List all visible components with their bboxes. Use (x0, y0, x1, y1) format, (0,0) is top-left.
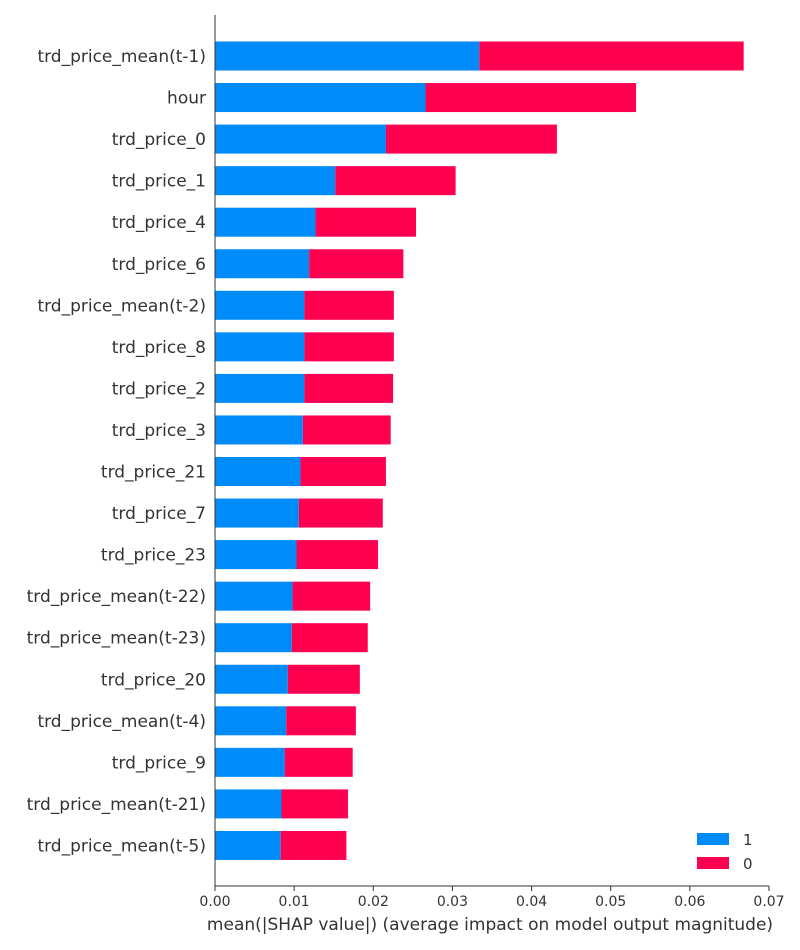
y-tick-label: trd_price_6 (112, 255, 206, 275)
bar-class-1-17 (215, 747, 285, 777)
x-ticks: 0.00 0.01 0.02 0.03 0.04 0.05 0.06 0.07 (199, 886, 785, 910)
x-tick-label: 0.01 (279, 894, 310, 910)
bar-class-1-0 (215, 41, 480, 71)
bar-class-1-5 (215, 249, 310, 279)
y-tick-labels: trd_price_mean(t-1)hour trd_price_0 trd_pr… (27, 47, 206, 856)
bar-class-0-16 (286, 706, 356, 736)
y-tick-label: trd_price_mean(t-2) (37, 296, 206, 316)
bar-class-1-9 (215, 415, 303, 445)
bar-class-1-13 (215, 581, 293, 611)
bar-class-1-3 (215, 166, 336, 196)
y-tick-label: trd_price_7 (112, 504, 206, 524)
bar-class-1-6 (215, 290, 305, 320)
bar-class-0-19 (280, 830, 347, 860)
legend-swatch-1 (697, 833, 729, 845)
bar-class-1-10 (215, 457, 301, 486)
bar-class-0-5 (309, 249, 404, 279)
y-tick-label: trd_price_0 (112, 130, 206, 150)
bar-class-1-11 (215, 498, 299, 528)
y-tick-label: trd_price_20 (101, 670, 206, 690)
legend-label-0: 0 (743, 855, 753, 873)
legend: 10 (697, 831, 753, 873)
bar-class-1-12 (215, 540, 297, 570)
bar-class-0-14 (291, 623, 368, 653)
bar-class-0-9 (302, 415, 391, 445)
y-tick-label: trd_price_1 (112, 172, 206, 192)
x-axis-label: mean(|SHAP value|) (average impact on mo… (207, 915, 773, 935)
legend-swatch-0 (697, 857, 729, 869)
bar-class-1-8 (215, 373, 305, 403)
bar-class-1-15 (215, 664, 288, 694)
y-tick-label: hour (167, 89, 206, 109)
bar-class-0-11 (298, 498, 383, 528)
legend-label-1: 1 (743, 831, 753, 849)
bar-class-1-19 (215, 830, 281, 860)
bar-class-0-15 (287, 664, 360, 694)
bar-class-1-7 (215, 332, 305, 362)
y-tick-label: trd_price_3 (112, 421, 206, 441)
bar-class-0-12 (296, 540, 379, 570)
x-tick-label: 0.05 (595, 894, 626, 910)
bar-class-1-14 (215, 623, 292, 653)
bar-class-1-18 (215, 789, 282, 819)
bar-class-1-16 (215, 706, 287, 736)
y-tick-label: trd_price_mean(t-1) (37, 47, 206, 67)
bars-layer (215, 41, 744, 860)
bar-class-0-4 (315, 207, 417, 237)
bar-class-0-17 (284, 747, 353, 777)
y-tick-label: trd_price_8 (112, 338, 206, 358)
bar-class-0-18 (281, 789, 348, 819)
y-tick-label: trd_price_mean(t-4) (37, 712, 206, 732)
x-tick-label: 0.02 (358, 894, 389, 910)
bar-class-0-10 (300, 457, 386, 486)
y-tick-label: trd_price_mean(t-21) (27, 795, 206, 815)
bar-class-0-2 (385, 124, 557, 154)
x-tick-label: 0.03 (437, 894, 468, 910)
y-tick-label: trd_price_mean(t-22) (27, 587, 206, 607)
y-tick-label: trd_price_9 (112, 753, 206, 773)
bar-class-0-3 (335, 166, 456, 196)
x-tick-label: 0.07 (753, 894, 784, 910)
y-tick-label: trd_price_21 (101, 463, 206, 483)
y-tick-label: trd_price_mean(t-5) (37, 836, 206, 856)
x-tick-label: 0.00 (199, 894, 230, 910)
bar-class-0-8 (304, 373, 394, 403)
bar-class-0-6 (304, 290, 394, 320)
y-tick-label: trd_price_23 (101, 546, 206, 566)
y-tick-label: trd_price_mean(t-23) (27, 629, 206, 649)
y-tick-label: trd_price_2 (112, 379, 206, 399)
x-tick-label: 0.04 (516, 894, 547, 910)
y-tick-label: trd_price_4 (112, 213, 206, 233)
bar-class-1-4 (215, 207, 316, 237)
bar-class-0-7 (304, 332, 394, 362)
bar-class-0-1 (425, 83, 637, 113)
x-tick-label: 0.06 (674, 894, 705, 910)
bar-class-1-2 (215, 124, 386, 154)
bar-class-0-13 (292, 581, 371, 611)
bar-class-0-0 (479, 41, 744, 71)
bar-class-1-1 (215, 83, 426, 113)
